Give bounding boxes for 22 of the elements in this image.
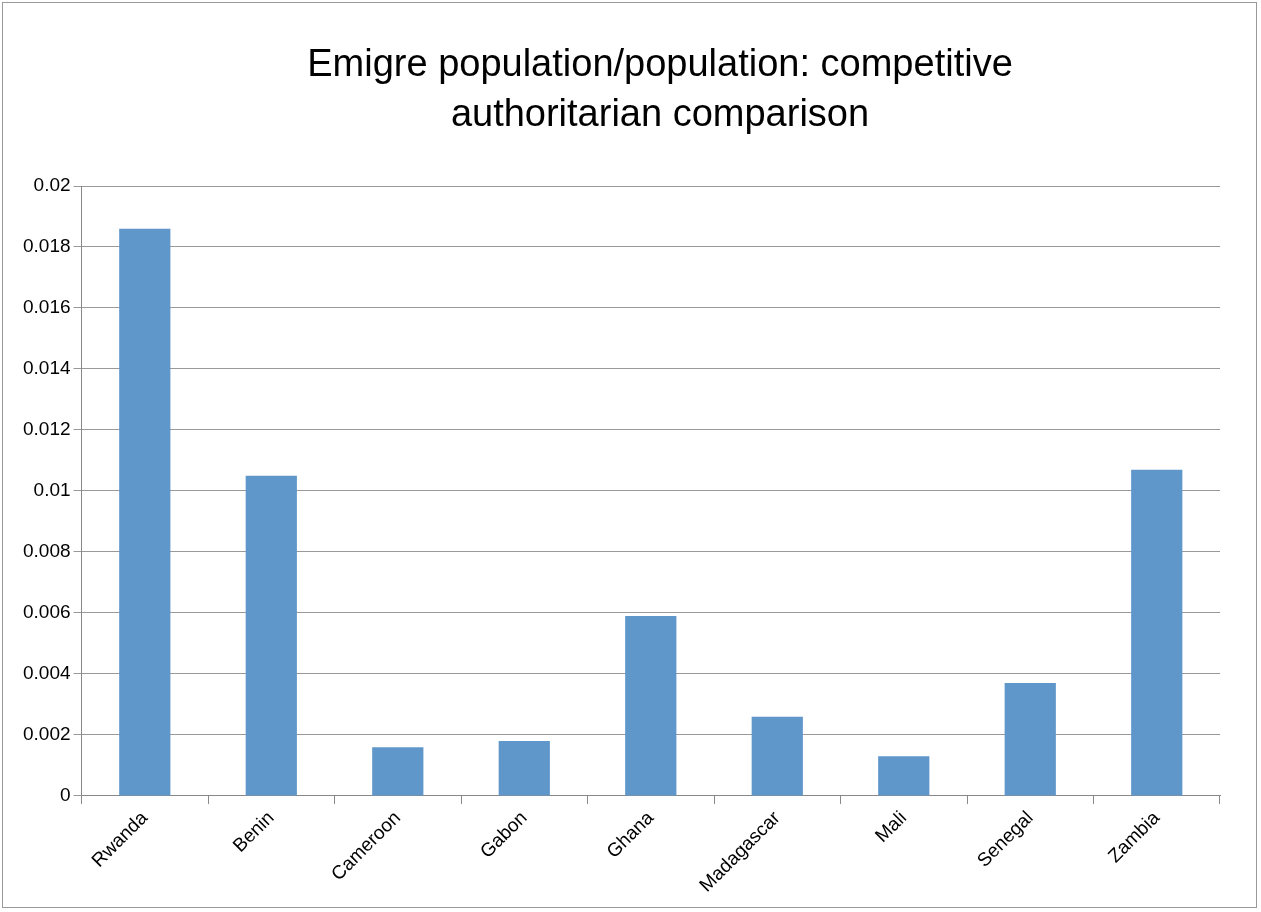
y-tick-label: 0.006 [23,601,71,623]
bar [1004,683,1056,796]
y-tick-label: 0.01 [33,479,71,501]
chart-title: Emigre population/population: competitive authoritarian comparison [306,41,1014,136]
bar [245,475,297,796]
y-tick-label: 0.014 [23,357,71,379]
bar [498,741,550,796]
y-tick-label: 0.012 [23,418,71,440]
bar [751,716,803,796]
y-tick-label: 0.008 [23,540,71,562]
y-tick-label: 0.02 [33,174,71,196]
y-tick-label: 0.018 [23,235,71,257]
y-tick-label: 0.016 [23,296,71,318]
bar [1131,469,1183,796]
y-tick-label: 0.004 [23,662,71,684]
y-tick-label: 0.002 [23,723,71,745]
bar [878,756,930,796]
y-tick-label: 0 [59,784,71,806]
x-tick-label: Mali [870,806,911,847]
bar [625,616,677,796]
bar [119,228,171,796]
bar [372,747,424,796]
